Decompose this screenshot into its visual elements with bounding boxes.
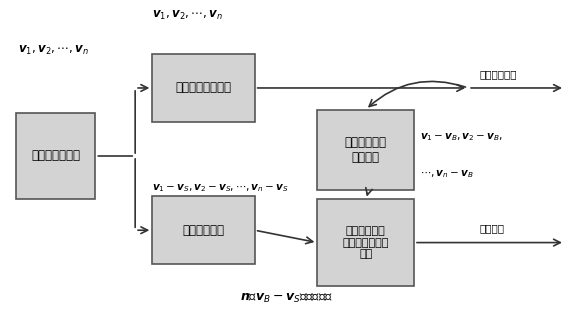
Text: 多个背向散射
布里渊谱: 多个背向散射 布里渊谱 xyxy=(345,136,387,164)
Text: $\boldsymbol{n}$个$\boldsymbol{v}_B - \boldsymbol{v}_S$的信号叠加: $\boldsymbol{n}$个$\boldsymbol{v}_B - \bo… xyxy=(240,292,332,305)
Text: $\boldsymbol{v}_1 - \boldsymbol{v}_S, \boldsymbol{v}_2 - \boldsymbol{v}_S, \cdot: $\boldsymbol{v}_1 - \boldsymbol{v}_S, \b… xyxy=(152,183,289,194)
Text: 多波长本振光: 多波长本振光 xyxy=(182,224,224,237)
Text: 传向被测光纤: 传向被测光纤 xyxy=(479,69,517,79)
FancyBboxPatch shape xyxy=(317,199,414,286)
FancyBboxPatch shape xyxy=(317,110,414,190)
Text: 同时多次相干
产生叠加的中频
信号: 同时多次相干 产生叠加的中频 信号 xyxy=(343,226,389,259)
Text: $\boldsymbol{v}_1, \boldsymbol{v}_2, \cdots, \boldsymbol{v}_n$: $\boldsymbol{v}_1, \boldsymbol{v}_2, \cd… xyxy=(152,9,223,22)
FancyBboxPatch shape xyxy=(152,54,255,122)
Text: $\boldsymbol{v}_1 - \boldsymbol{v}_B, \boldsymbol{v}_2 - \boldsymbol{v}_B,$: $\boldsymbol{v}_1 - \boldsymbol{v}_B, \b… xyxy=(420,132,503,143)
Text: 多波长探测光脉冲: 多波长探测光脉冲 xyxy=(176,81,232,95)
Text: $\cdots, \boldsymbol{v}_n - \boldsymbol{v}_B$: $\cdots, \boldsymbol{v}_n - \boldsymbol{… xyxy=(420,169,474,180)
FancyBboxPatch shape xyxy=(152,196,255,264)
Text: $\boldsymbol{v}_1, \boldsymbol{v}_2, \cdots, \boldsymbol{v}_n$: $\boldsymbol{v}_1, \boldsymbol{v}_2, \cd… xyxy=(18,44,89,57)
FancyBboxPatch shape xyxy=(15,113,96,199)
Text: 多波长激光光源: 多波长激光光源 xyxy=(31,149,80,163)
Text: 信号处理: 信号处理 xyxy=(479,223,505,233)
